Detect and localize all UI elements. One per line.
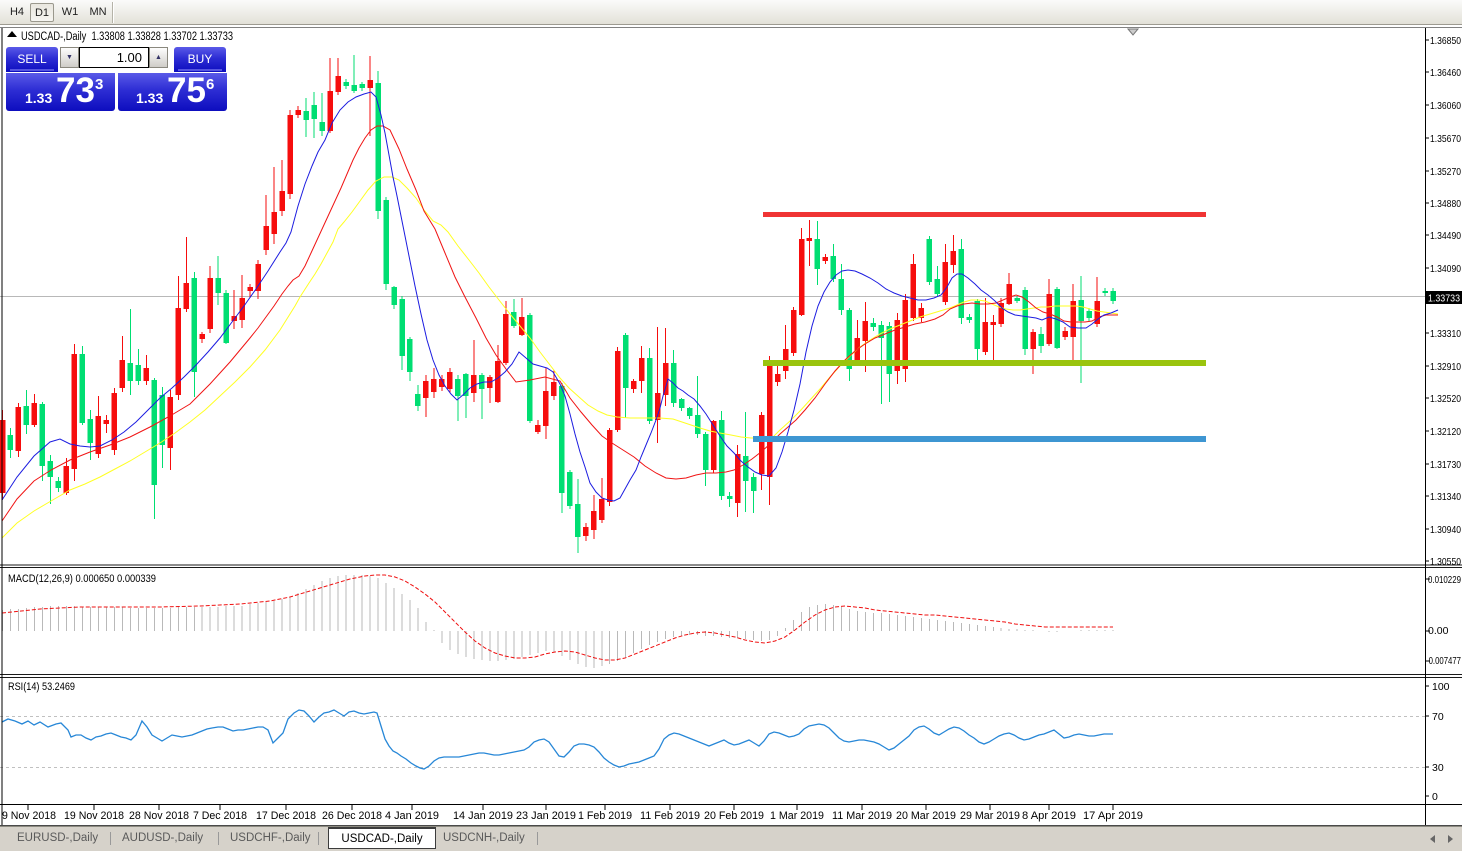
svg-text:1.34490: 1.34490 bbox=[1430, 230, 1461, 242]
svg-text:8 Apr 2019: 8 Apr 2019 bbox=[1022, 810, 1076, 822]
svg-text:19 Nov 2018: 19 Nov 2018 bbox=[64, 810, 124, 822]
svg-text:1.36060: 1.36060 bbox=[1430, 100, 1461, 112]
svg-text:23 Jan 2019: 23 Jan 2019 bbox=[516, 810, 576, 822]
svg-text:1.35670: 1.35670 bbox=[1430, 133, 1461, 145]
svg-text:1.34090: 1.34090 bbox=[1430, 263, 1461, 275]
svg-text:9 Nov 2018: 9 Nov 2018 bbox=[2, 810, 56, 822]
svg-text:1.30940: 1.30940 bbox=[1430, 524, 1461, 536]
svg-text:29 Mar 2019: 29 Mar 2019 bbox=[960, 810, 1020, 822]
svg-text:20 Mar 2019: 20 Mar 2019 bbox=[896, 810, 956, 822]
svg-text:100: 100 bbox=[1432, 681, 1450, 693]
svg-text:17 Apr 2019: 17 Apr 2019 bbox=[1083, 810, 1143, 822]
svg-text:1.34880: 1.34880 bbox=[1430, 198, 1461, 210]
svg-text:1 Feb 2019: 1 Feb 2019 bbox=[578, 810, 632, 822]
svg-text:0: 0 bbox=[1432, 791, 1438, 803]
svg-text:11 Feb 2019: 11 Feb 2019 bbox=[640, 810, 700, 822]
svg-text:1.32120: 1.32120 bbox=[1430, 426, 1461, 438]
svg-text:17 Dec 2018: 17 Dec 2018 bbox=[256, 810, 316, 822]
svg-text:RSI(14) 53.2469: RSI(14) 53.2469 bbox=[8, 681, 75, 693]
svg-text:14 Jan 2019: 14 Jan 2019 bbox=[453, 810, 513, 822]
svg-text:1.30550: 1.30550 bbox=[1430, 556, 1461, 568]
svg-text:0.010229: 0.010229 bbox=[1428, 574, 1461, 586]
svg-text:1.31730: 1.31730 bbox=[1430, 459, 1461, 471]
svg-text:20 Feb 2019: 20 Feb 2019 bbox=[704, 810, 764, 822]
svg-text:1.32520: 1.32520 bbox=[1430, 393, 1461, 405]
svg-text:11 Mar 2019: 11 Mar 2019 bbox=[832, 810, 892, 822]
svg-text:1 Mar 2019: 1 Mar 2019 bbox=[770, 810, 824, 822]
svg-text:0.00: 0.00 bbox=[1428, 625, 1449, 637]
svg-text:1.36850: 1.36850 bbox=[1430, 35, 1461, 47]
svg-text:26 Dec 2018: 26 Dec 2018 bbox=[322, 810, 382, 822]
svg-text:MACD(12,26,9) 0.000650 0.00033: MACD(12,26,9) 0.000650 0.000339 bbox=[8, 573, 156, 585]
svg-text:1.35270: 1.35270 bbox=[1430, 166, 1461, 178]
svg-text:-0.007477: -0.007477 bbox=[1426, 655, 1461, 667]
svg-text:1.32910: 1.32910 bbox=[1430, 361, 1461, 373]
svg-text:7 Dec 2018: 7 Dec 2018 bbox=[193, 810, 247, 822]
svg-text:1.31340: 1.31340 bbox=[1430, 491, 1461, 503]
svg-text:4 Jan 2019: 4 Jan 2019 bbox=[385, 810, 439, 822]
svg-text:30: 30 bbox=[1432, 762, 1444, 774]
svg-text:70: 70 bbox=[1432, 711, 1444, 723]
svg-text:28 Nov 2018: 28 Nov 2018 bbox=[129, 810, 189, 822]
svg-text:1.33310: 1.33310 bbox=[1430, 328, 1461, 340]
svg-text:1.36460: 1.36460 bbox=[1430, 67, 1461, 79]
svg-text:1.33733: 1.33733 bbox=[1428, 293, 1460, 305]
svg-text:USDCAD-,Daily 1.33808 1.33828: USDCAD-,Daily 1.33808 1.33828 1.33702 1.… bbox=[21, 31, 233, 43]
